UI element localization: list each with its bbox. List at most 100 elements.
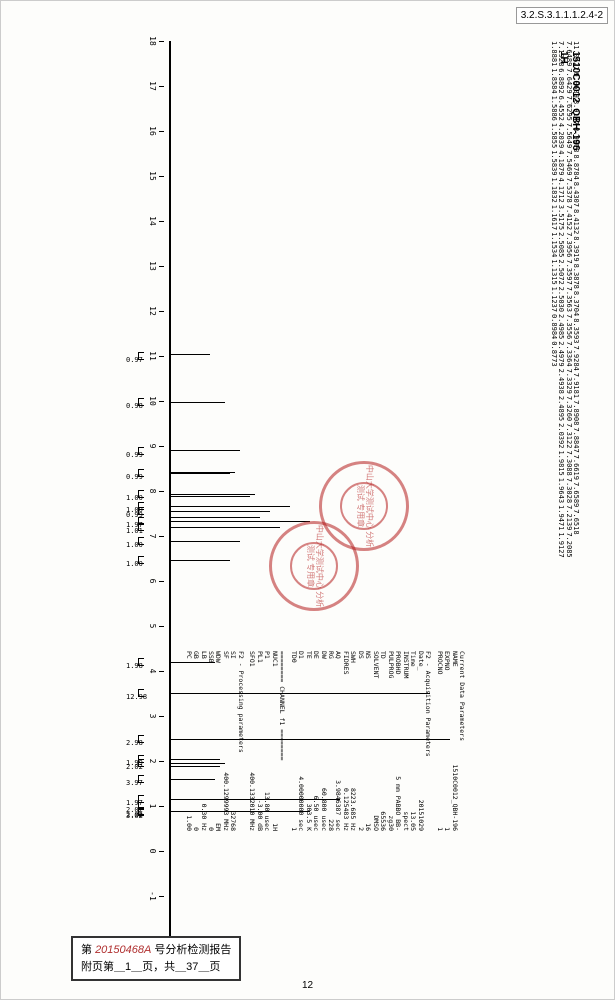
peak-label: 2.4895 — [557, 396, 564, 421]
axis-tick-label: 11 — [148, 351, 157, 361]
axis-tick — [159, 356, 164, 357]
axis-tick — [159, 806, 164, 807]
param-row: PL1-3.00 dB — [255, 651, 262, 831]
spectrum-peak — [170, 473, 230, 474]
baseline — [170, 41, 171, 941]
integral-value: 0.97 — [126, 356, 143, 364]
params-channel-title: ======== CHANNEL f1 ======== — [278, 651, 285, 831]
peak-label: 7.3329 — [564, 369, 571, 394]
peak-label: 7.9284 — [572, 345, 579, 370]
integral-value: 12.98 — [126, 693, 147, 701]
peak-label: 8.3878 — [572, 264, 579, 289]
peak-label: 7.2139 — [564, 505, 571, 530]
spectrum-peak — [170, 450, 240, 451]
param-row: SWH8223.685 Hz — [349, 651, 356, 831]
axis-tick-label: 3 — [148, 714, 157, 719]
integral-value: 0.99 — [126, 473, 143, 481]
axis-tick — [159, 626, 164, 627]
param-row: NS16 — [364, 651, 371, 831]
peak-label: 1.1832 — [550, 177, 557, 202]
axis-tick-label: 12 — [148, 306, 157, 316]
axis-tick-label: 13 — [148, 261, 157, 271]
param-row: PROBHD5 mm PABBO BB- — [394, 651, 401, 831]
peak-ppm-list: 11.04229.96898.91478.90788.87848.43078.4… — [550, 41, 579, 561]
peak-label: 7.1928 — [557, 41, 564, 66]
param-row: TD65536 — [379, 651, 386, 831]
integral-value: 1.00 — [126, 560, 143, 568]
param-row: INSTRUMspect — [401, 651, 408, 831]
params-current-title: Current Data Parameters — [458, 651, 465, 831]
peak-label: 7.6295 — [564, 96, 571, 121]
peak-label: 7.4152 — [564, 205, 571, 230]
peak-label: 6.4552 — [557, 96, 564, 121]
peak-label: 0.8984 — [550, 314, 557, 339]
peak-label: 4.2039 — [557, 123, 564, 148]
peak-label: 4.1712 — [557, 177, 564, 202]
page-number: 12 — [302, 980, 313, 991]
peak-label: 8.4307 — [572, 182, 579, 207]
spectrum-peak — [170, 511, 270, 512]
official-stamp-2: 中山大学测试中心 分析测试 专用章 — [269, 521, 359, 611]
axis-tick-label: 7 — [148, 534, 157, 539]
axis-tick — [159, 536, 164, 537]
param-row: FIDRES0.125483 Hz — [342, 651, 349, 831]
param-row: EXPNO1 — [443, 651, 450, 831]
axis-tick-label: 4 — [148, 669, 157, 674]
peak-label: 7.3556 — [564, 314, 571, 339]
acquisition-parameters: Current Data Parameters NAME1510C0012_QB… — [184, 651, 469, 831]
doc-section-code: 3.2.S.3.1.1.1.2.4-2 — [516, 7, 608, 24]
integral-row: 0.970.980.990.991.001.000.991.971.011.00… — [104, 41, 144, 941]
peak-label: 2.4979 — [557, 341, 564, 366]
axis-tick — [159, 131, 164, 132]
params-f2proc-title: F2 - Processing parameters — [236, 651, 243, 831]
axis-tick — [159, 266, 164, 267]
integral-value: 3.97 — [126, 779, 143, 787]
peak-label: 8.3593 — [572, 318, 579, 343]
peak-label: 1.5839 — [550, 150, 557, 175]
axis-tick — [159, 311, 164, 312]
axis-tick-label: 17 — [148, 81, 157, 91]
param-row: SI32768 — [229, 651, 236, 831]
peak-label: 2.4985 — [557, 314, 564, 339]
param-row: P113.80 usec — [263, 651, 270, 831]
axis-tick-label: 10 — [148, 396, 157, 406]
param-row: PC1.00 — [184, 651, 191, 831]
document-page: 3.2.S.3.1.1.1.2.4-2 1510C0012_QBH-196 1H… — [0, 0, 615, 1000]
integral-value: 1.00 — [126, 494, 143, 502]
param-row: SF400.1299993 MHz — [221, 651, 228, 831]
peak-label: 2.0392 — [557, 423, 564, 448]
axis-tick-label: -1 — [148, 891, 157, 901]
peak-label: 7.3597 — [564, 259, 571, 284]
peak-label: 1.8881 — [550, 41, 557, 66]
axis-tick — [159, 41, 164, 42]
integral-value: 1.98 — [126, 662, 143, 670]
peak-label: 1.9815 — [557, 450, 564, 475]
spectrum-peak — [170, 527, 280, 528]
axis-tick — [159, 86, 164, 87]
peak-label: 1.9643 — [557, 478, 564, 503]
peak-label: 7.6589 — [572, 482, 579, 507]
axis-tick-label: 5 — [148, 624, 157, 629]
peak-label: 7.5469 — [564, 150, 571, 175]
peak-label: 4.1879 — [557, 150, 564, 175]
peak-label: 8.4132 — [572, 209, 579, 234]
peak-label: 1.1617 — [550, 205, 557, 230]
axis-tick-label: 8 — [148, 489, 157, 494]
x-axis: ppm 1817161514131211109876543210-1-2 — [144, 41, 164, 941]
peak-label: 7.2085 — [564, 532, 571, 557]
axis-tick — [159, 491, 164, 492]
param-row: SSB0 — [207, 651, 214, 831]
peak-label: 7.6619 — [572, 455, 579, 480]
peak-label: 9.9689 — [572, 73, 579, 98]
peak-label: 8.8784 — [572, 154, 579, 179]
peak-label: 1.1534 — [550, 232, 557, 257]
param-row: Date_20151029 — [416, 651, 423, 831]
spectrum-peak — [170, 517, 260, 518]
peak-label: 8.9078 — [572, 127, 579, 152]
peak-label: 1.9471 — [557, 505, 564, 530]
spectrum-peak — [170, 402, 225, 403]
spectrum-peak — [170, 496, 250, 497]
param-row: DW60.800 usec — [319, 651, 326, 831]
axis-tick-label: 9 — [148, 444, 157, 449]
peak-label: 2.5030 — [557, 287, 564, 312]
